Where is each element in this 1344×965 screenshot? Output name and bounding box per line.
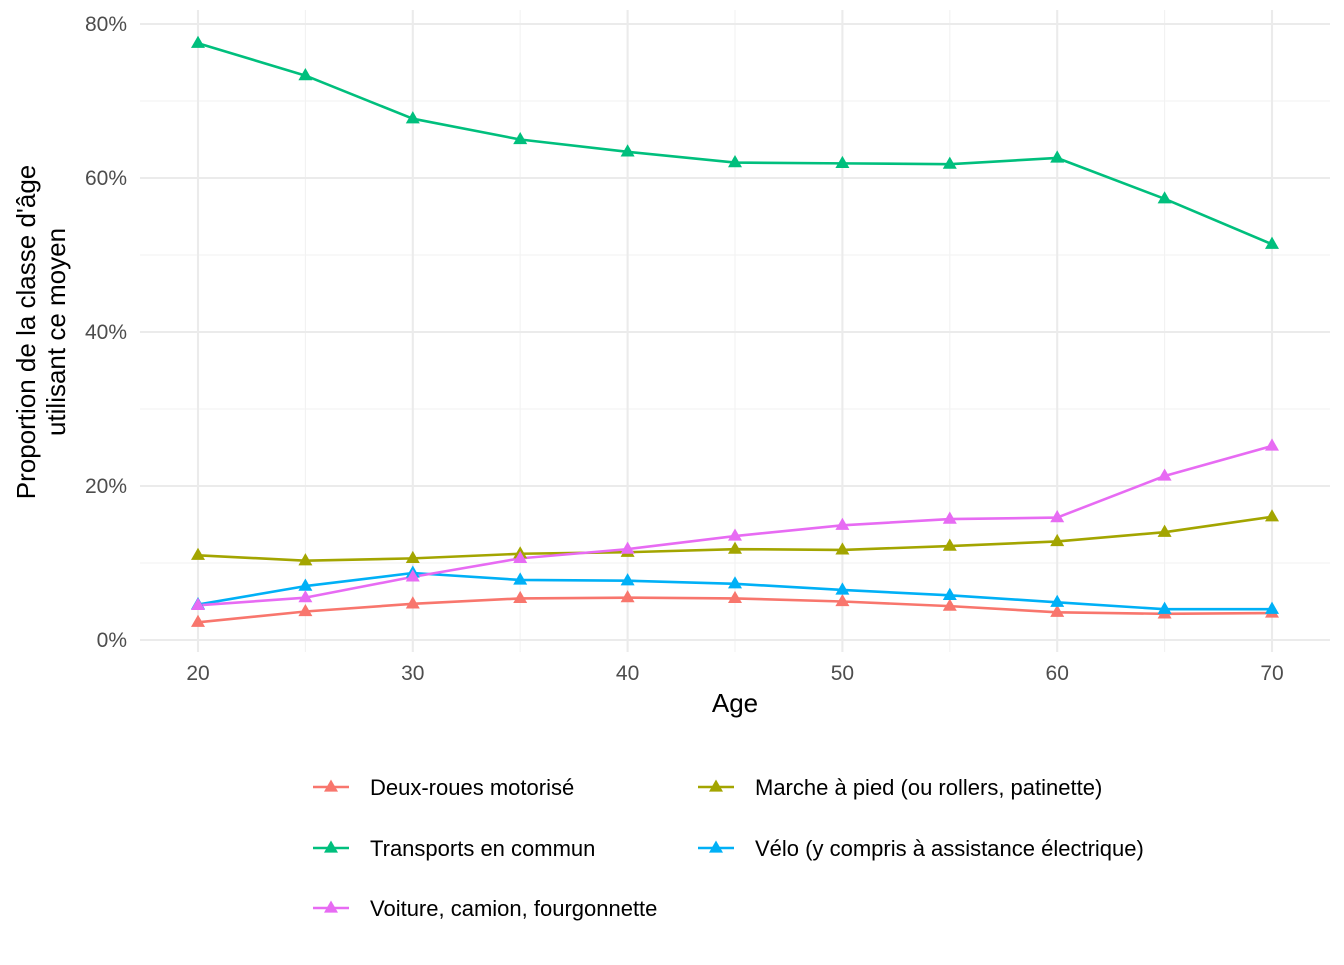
legend-key-marker	[324, 779, 338, 792]
data-point	[1050, 150, 1065, 163]
data-point	[1157, 524, 1172, 537]
legend-key-marker	[709, 840, 723, 853]
x-axis-title: Age	[712, 688, 758, 718]
legend: Deux-roues motorisé Marche à pied (ou rol…	[313, 775, 1144, 921]
data-point	[1265, 236, 1280, 249]
x-tick-label: 60	[1046, 662, 1069, 685]
data-point	[190, 35, 205, 48]
x-tick-label: 30	[401, 662, 424, 685]
data-point	[190, 547, 205, 560]
data-point	[728, 155, 742, 168]
data-point	[513, 590, 528, 604]
data-point	[1050, 510, 1065, 523]
legend-item: Deux-roues motorisé	[313, 775, 574, 800]
data-point	[1265, 601, 1280, 614]
x-axis-ticks: 20 30 40 50 60 70	[186, 662, 1283, 685]
y-axis-title-line-1: Proportion de la classe d'âge	[11, 165, 41, 500]
legend-item: Voiture, camion, fourgonnette	[313, 896, 657, 921]
x-tick-label: 40	[616, 662, 639, 685]
x-tick-label: 50	[831, 662, 854, 685]
data-point	[1050, 594, 1065, 607]
data-point	[405, 111, 420, 124]
y-tick-label: 60%	[85, 167, 127, 190]
data-point	[1050, 533, 1065, 547]
data-point	[298, 603, 313, 617]
data-point	[835, 155, 850, 168]
data-point	[728, 576, 742, 589]
y-tick-label: 80%	[85, 13, 127, 36]
data-point	[1157, 191, 1172, 204]
legend-item: Marche à pied (ou rollers, patinette)	[698, 775, 1102, 800]
x-tick-label: 70	[1260, 662, 1283, 685]
data-point	[728, 528, 742, 541]
data-point	[1265, 509, 1280, 522]
data-point	[190, 597, 205, 610]
data-point	[835, 542, 850, 555]
data-point	[620, 590, 635, 603]
y-axis-title-line-2: utilisant ce moyen	[41, 228, 71, 436]
y-axis-title: Proportion de la classe d'âge utilisant …	[11, 165, 71, 500]
legend-key-marker	[324, 840, 338, 853]
data-point	[298, 578, 313, 591]
data-point	[942, 156, 957, 169]
data-point	[1265, 438, 1280, 451]
legend-key-marker	[324, 900, 338, 913]
legend-label: Vélo (y compris à assistance électrique)	[755, 836, 1144, 861]
data-point	[298, 553, 313, 566]
y-tick-label: 20%	[85, 475, 127, 498]
data-point	[405, 550, 420, 564]
x-tick-label: 20	[186, 662, 209, 685]
data-point	[190, 614, 205, 627]
legend-label: Transports en commun	[370, 836, 595, 861]
data-point	[728, 541, 742, 554]
legend-label: Deux-roues motorisé	[370, 775, 574, 800]
series-points	[190, 35, 1280, 627]
data-point	[405, 569, 420, 582]
data-point	[942, 538, 957, 551]
data-point	[513, 550, 528, 564]
data-point	[620, 144, 635, 157]
data-point	[942, 598, 957, 611]
legend-key-marker	[709, 779, 723, 792]
data-point	[835, 582, 850, 595]
legend-item: Vélo (y compris à assistance électrique)	[698, 836, 1144, 861]
data-point	[1157, 601, 1172, 614]
data-point	[942, 511, 957, 524]
legend-label: Voiture, camion, fourgonnette	[370, 896, 657, 921]
data-point	[1157, 468, 1172, 481]
y-tick-label: 40%	[85, 321, 127, 344]
data-point	[513, 572, 528, 585]
legend-label: Marche à pied (ou rollers, patinette)	[755, 775, 1102, 800]
data-point	[942, 587, 957, 600]
data-point	[835, 517, 850, 530]
data-point	[513, 131, 528, 145]
data-point	[298, 68, 313, 81]
data-point	[728, 590, 742, 604]
legend-item: Transports en commun	[313, 836, 595, 861]
grid	[140, 10, 1330, 652]
data-point	[835, 593, 850, 607]
data-point	[405, 596, 420, 609]
y-tick-label: 0%	[97, 629, 127, 652]
data-point	[298, 590, 313, 603]
y-axis-ticks: 0% 20% 40% 60% 80%	[85, 13, 127, 652]
data-point	[620, 573, 635, 586]
data-point	[620, 541, 635, 554]
data-point	[1050, 604, 1065, 617]
